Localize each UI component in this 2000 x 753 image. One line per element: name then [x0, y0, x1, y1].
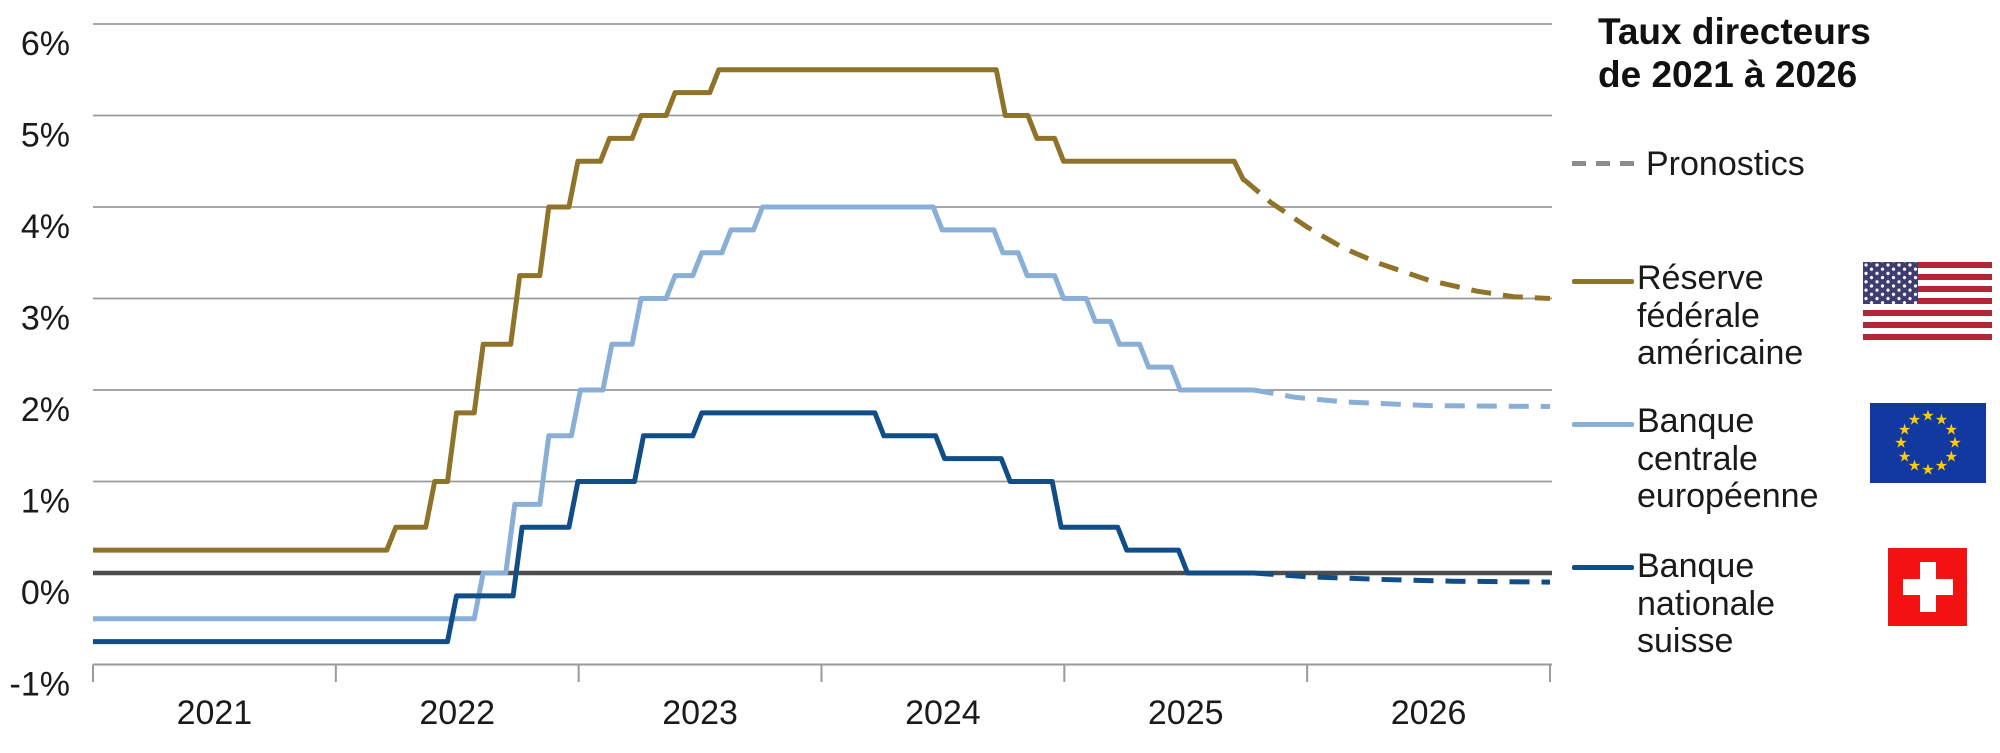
ecb-line-swatch-icon: [1572, 422, 1634, 427]
title-line-2: de 2021 à 2026: [1598, 54, 1858, 95]
eu-flag-star-icon: ★: [1897, 448, 1912, 465]
svg-text:4%: 4%: [21, 208, 70, 246]
svg-text:5%: 5%: [21, 117, 70, 155]
fed-line-swatch-icon: [1572, 279, 1634, 284]
eu-flag-star-icon: ★: [1948, 434, 1962, 452]
eu-flag-star-icon: ★: [1921, 461, 1935, 479]
legend-entry-fed-label: Réserve fédérale américaine: [1637, 259, 1804, 372]
svg-text:2023: 2023: [662, 694, 738, 732]
svg-text:2%: 2%: [21, 391, 70, 429]
legend-entry-snb-label: Banque nationale suisse: [1637, 547, 1776, 660]
eu-flag-star-icon: ★: [1894, 434, 1908, 452]
eu-flag-star-icon: ★: [1934, 411, 1949, 429]
svg-text:2024: 2024: [905, 694, 981, 732]
us-flag-icon: [1863, 262, 1992, 340]
legend-panel: Taux directeurs de 2021 à 2026 Pronostic…: [1560, 0, 2000, 753]
page-title: Taux directeurs de 2021 à 2026: [1598, 10, 1871, 96]
title-line-1: Taux directeurs: [1598, 11, 1871, 52]
eu-flag-star-icon: ★: [1907, 457, 1922, 475]
eu-flag-star-icon: ★: [1934, 457, 1949, 475]
legend-forecast-label: Pronostics: [1646, 145, 1805, 183]
svg-text:2021: 2021: [177, 694, 253, 732]
eu-flag-star-icon: ★: [1897, 421, 1912, 438]
eu-flag-star-icon: ★: [1921, 407, 1935, 425]
svg-text:-1%: -1%: [10, 666, 70, 704]
us-flag-canton: [1863, 262, 1918, 304]
svg-text:2026: 2026: [1391, 694, 1467, 732]
snb-line-swatch-icon: [1572, 565, 1634, 570]
svg-text:6%: 6%: [21, 25, 70, 63]
eu-flag-star-icon: ★: [1907, 411, 1922, 429]
ch-flag-icon: [1888, 548, 1967, 626]
eu-flag-star-icon: ★: [1944, 448, 1959, 465]
svg-text:2025: 2025: [1148, 694, 1224, 732]
svg-text:3%: 3%: [21, 300, 70, 338]
legend-entry-ecb-label: Banque centrale européenne: [1637, 402, 1819, 515]
svg-text:1%: 1%: [21, 483, 70, 521]
eu-flag-star-icon: ★: [1944, 421, 1959, 438]
eu-flag-icon: ★ ★ ★ ★ ★ ★ ★ ★ ★ ★ ★ ★: [1870, 403, 1986, 483]
svg-text:2022: 2022: [419, 694, 495, 732]
forecast-dashed-line-icon: [1572, 161, 1634, 166]
svg-text:0%: 0%: [21, 574, 70, 612]
